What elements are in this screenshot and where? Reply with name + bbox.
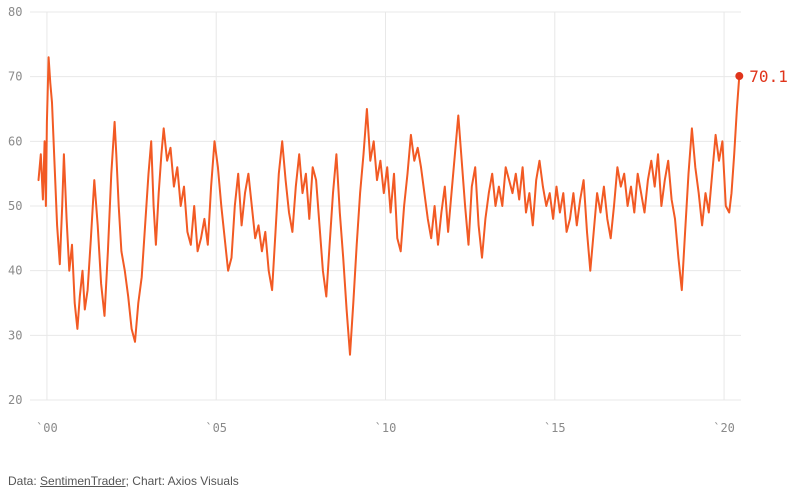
line-chart: 20 30 40 50 60 70 80 `00 `05 `10 `15 `20 70.1 xyxy=(8,5,788,435)
y-tick-label: 70 xyxy=(8,70,22,84)
x-tick-label: `15 xyxy=(544,421,566,435)
y-tick-label: 80 xyxy=(8,5,22,19)
y-tick-label: 60 xyxy=(8,134,22,148)
y-tick-label: 50 xyxy=(8,199,22,213)
y-tick-label: 30 xyxy=(8,328,22,342)
end-point-marker xyxy=(735,72,744,81)
series-line xyxy=(37,56,741,356)
x-tick-label: `00 xyxy=(36,421,58,435)
y-tick-label: 40 xyxy=(8,264,22,278)
gridlines xyxy=(30,11,741,401)
end-value-label: 70.1 xyxy=(749,67,788,86)
x-axis-ticks: `00 `05 `10 `15 `20 xyxy=(36,421,735,435)
source-link[interactable]: SentimenTrader xyxy=(40,474,126,488)
x-tick-label: `20 xyxy=(713,421,735,435)
credit-suffix: ; Chart: Axios Visuals xyxy=(125,474,239,488)
source-credit: Data: SentimenTrader; Chart: Axios Visua… xyxy=(8,474,239,488)
y-axis-ticks: 20 30 40 50 60 70 80 xyxy=(8,5,22,407)
y-tick-label: 20 xyxy=(8,393,22,407)
x-tick-label: `05 xyxy=(205,421,227,435)
x-tick-label: `10 xyxy=(375,421,397,435)
credit-prefix: Data: xyxy=(8,474,41,488)
